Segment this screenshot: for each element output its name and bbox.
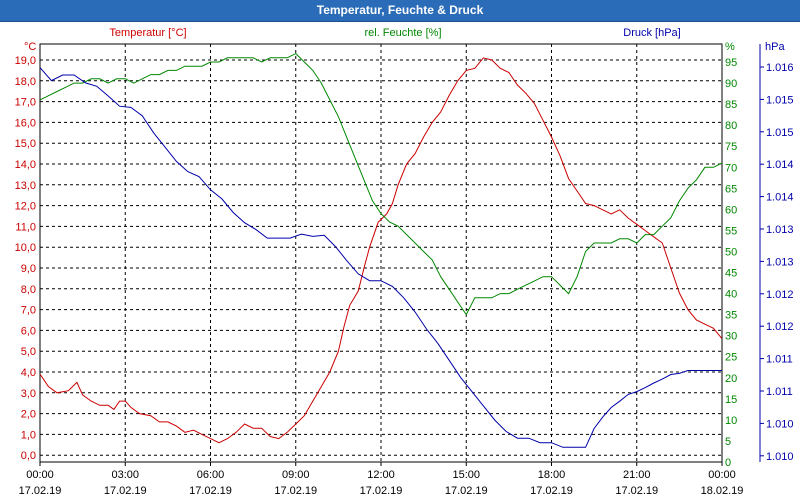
humidity-tick-label: 80 bbox=[725, 120, 737, 132]
pressure-unit: hPa bbox=[765, 41, 785, 53]
pressure-tick-label: 1.015 bbox=[766, 127, 794, 139]
temperature-tick-label: 16,0 bbox=[15, 117, 36, 129]
temperature-tick-label: 15,0 bbox=[15, 138, 36, 150]
pressure-tick-label: 1.013 bbox=[766, 256, 794, 268]
x-tick-time: 09:00 bbox=[282, 469, 310, 481]
humidity-tick-label: 5 bbox=[725, 436, 731, 448]
pressure-tick-label: 1.012 bbox=[766, 289, 794, 301]
x-tick-date: 17.02.19 bbox=[189, 485, 232, 497]
temperature-tick-label: 18,0 bbox=[15, 76, 36, 88]
pressure-tick-label: 1.010 bbox=[766, 451, 794, 463]
temperature-tick-label: 13,0 bbox=[15, 180, 36, 192]
x-tick-date: 17.02.19 bbox=[274, 485, 317, 497]
temperature-tick-label: 11,0 bbox=[15, 221, 36, 233]
humidity-axis-label: rel. Feuchte [%] bbox=[364, 27, 441, 39]
series-lines bbox=[39, 52, 723, 448]
pressure-tick-label: 1.013 bbox=[766, 224, 794, 236]
pressure-tick-label: 1.016 bbox=[766, 62, 794, 74]
pressure-tick-label: 1.010 bbox=[766, 418, 794, 430]
temperature-tick-label: 10,0 bbox=[15, 242, 36, 254]
x-tick-time: 18:00 bbox=[538, 469, 566, 481]
temperature-tick-label: 9,0 bbox=[21, 263, 36, 275]
x-tick-time: 21:00 bbox=[623, 469, 651, 481]
humidity-tick-label: 95 bbox=[725, 57, 737, 69]
temperature-tick-label: 7,0 bbox=[21, 305, 36, 317]
x-tick-date: 17.02.19 bbox=[445, 485, 488, 497]
temperature-tick-label: 8,0 bbox=[21, 284, 36, 296]
temperature-unit: °C bbox=[24, 41, 36, 53]
x-tick-date: 17.02.19 bbox=[360, 485, 403, 497]
grid bbox=[39, 43, 723, 463]
chart-title: Temperatur, Feuchte & Druck bbox=[0, 0, 800, 22]
humidity-tick-label: 30 bbox=[725, 331, 737, 343]
x-tick-date: 17.02.19 bbox=[19, 485, 62, 497]
humidity-tick-label: 40 bbox=[725, 289, 737, 301]
temperature-tick-label: 5,0 bbox=[21, 346, 36, 358]
humidity-tick-label: 25 bbox=[725, 352, 737, 364]
series-line-humidity bbox=[39, 52, 723, 316]
pressure-tick-label: 1.011 bbox=[766, 354, 793, 366]
humidity-tick-label: 60 bbox=[725, 204, 737, 216]
temperature-tick-label: 0,0 bbox=[21, 450, 36, 462]
temperature-tick-label: 4,0 bbox=[21, 367, 36, 379]
temperature-tick-label: 12,0 bbox=[15, 201, 36, 213]
temperature-tick-label: 3,0 bbox=[21, 388, 36, 400]
x-tick-time: 03:00 bbox=[111, 469, 139, 481]
x-tick-time: 00:00 bbox=[26, 469, 54, 481]
temperature-tick-label: 14,0 bbox=[15, 159, 36, 171]
x-tick-date: 17.02.19 bbox=[530, 485, 573, 497]
humidity-unit: % bbox=[725, 41, 735, 53]
pressure-tick-label: 1.015 bbox=[766, 94, 794, 106]
x-tick-time: 00:00 bbox=[708, 469, 736, 481]
humidity-tick-label: 15 bbox=[725, 394, 737, 406]
temperature-tick-label: 19,0 bbox=[15, 55, 36, 67]
series-line-pressure bbox=[39, 67, 722, 448]
humidity-tick-label: 45 bbox=[725, 268, 737, 280]
humidity-tick-label: 55 bbox=[725, 225, 737, 237]
pressure-tick-label: 1.012 bbox=[766, 321, 794, 333]
series-line-temperature bbox=[39, 57, 723, 444]
x-tick-date: 17.02.19 bbox=[104, 485, 147, 497]
pressure-axis-label: Druck [hPa] bbox=[623, 27, 680, 39]
x-tick-time: 15:00 bbox=[452, 469, 480, 481]
temperature-tick-label: 17,0 bbox=[15, 97, 36, 109]
temperature-tick-label: 6,0 bbox=[21, 325, 36, 337]
temperature-tick-label: 2,0 bbox=[21, 409, 36, 421]
x-tick-time: 12:00 bbox=[367, 469, 395, 481]
temperature-axis-label: Temperatur [°C] bbox=[109, 27, 186, 39]
pressure-tick-label: 1.014 bbox=[766, 192, 794, 204]
humidity-tick-label: 50 bbox=[725, 246, 737, 258]
x-tick-date: 17.02.19 bbox=[615, 485, 658, 497]
humidity-tick-label: 65 bbox=[725, 183, 737, 195]
humidity-tick-label: 10 bbox=[725, 415, 737, 427]
humidity-tick-label: 35 bbox=[725, 310, 737, 322]
humidity-tick-label: 70 bbox=[725, 162, 737, 174]
x-tick-date: 18.02.19 bbox=[701, 485, 744, 497]
humidity-tick-label: 0 bbox=[725, 457, 731, 469]
x-tick-time: 06:00 bbox=[197, 469, 225, 481]
pressure-tick-label: 1.014 bbox=[766, 159, 794, 171]
humidity-tick-label: 75 bbox=[725, 141, 737, 153]
pressure-tick-label: 1.011 bbox=[766, 386, 793, 398]
humidity-tick-label: 90 bbox=[725, 78, 737, 90]
humidity-tick-label: 20 bbox=[725, 373, 737, 385]
temperature-tick-label: 1,0 bbox=[21, 429, 36, 441]
humidity-tick-label: 85 bbox=[725, 99, 737, 111]
axes: 00:00 17.02.19 03:00 17.02.19 06:00 17.02.19 0… bbox=[15, 27, 794, 497]
